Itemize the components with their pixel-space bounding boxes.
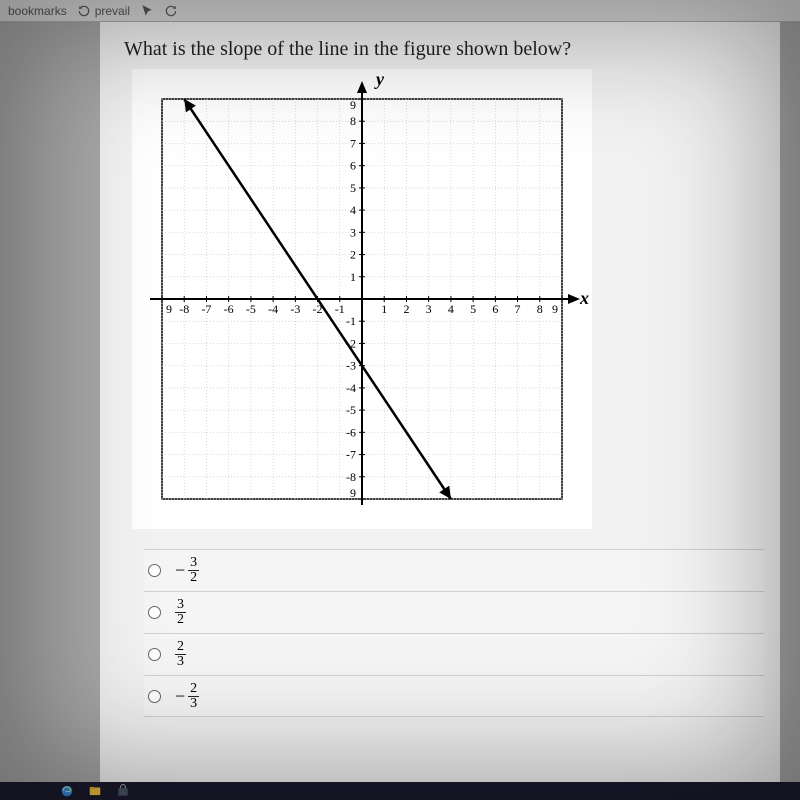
- store-icon[interactable]: [116, 784, 130, 798]
- svg-text:-3: -3: [290, 302, 300, 316]
- radio-button[interactable]: [148, 564, 161, 577]
- browser-top-bar: bookmarks prevail: [0, 0, 800, 22]
- svg-text:2: 2: [403, 302, 409, 316]
- windows-taskbar: [0, 782, 800, 800]
- svg-text:y: y: [374, 69, 385, 89]
- cursor-icon: [140, 4, 154, 18]
- answer-option-0[interactable]: −32: [144, 549, 764, 591]
- fraction-denominator: 2: [175, 613, 186, 627]
- svg-text:4: 4: [350, 203, 356, 217]
- fraction-denominator: 2: [188, 571, 199, 585]
- fraction-denominator: 3: [175, 655, 186, 669]
- back-refresh-icon: [164, 4, 178, 18]
- fraction: 23: [175, 640, 186, 669]
- answer-option-1[interactable]: 32: [144, 591, 764, 633]
- fraction-numerator: 3: [175, 598, 186, 613]
- prevail-label: prevail: [95, 4, 130, 18]
- svg-text:2: 2: [350, 248, 356, 262]
- svg-text:-5: -5: [246, 302, 256, 316]
- refresh-icon: [77, 4, 91, 18]
- svg-text:-7: -7: [346, 448, 356, 462]
- svg-text:-5: -5: [346, 403, 356, 417]
- file-explorer-icon[interactable]: [88, 784, 102, 798]
- svg-text:9: 9: [350, 486, 356, 500]
- svg-text:3: 3: [426, 302, 432, 316]
- svg-text:7: 7: [350, 136, 356, 150]
- svg-text:-1: -1: [335, 302, 345, 316]
- svg-text:9: 9: [350, 98, 356, 112]
- fraction-denominator: 3: [188, 697, 199, 711]
- answer-value: 32: [175, 598, 186, 627]
- svg-text:3: 3: [350, 225, 356, 239]
- svg-text:1: 1: [350, 270, 356, 284]
- bookmarks-link[interactable]: bookmarks: [8, 4, 67, 18]
- negative-sign: −: [175, 560, 185, 581]
- svg-text:1: 1: [381, 302, 387, 316]
- svg-text:5: 5: [470, 302, 476, 316]
- svg-text:-7: -7: [201, 302, 211, 316]
- svg-text:9: 9: [552, 302, 558, 316]
- svg-text:4: 4: [448, 302, 454, 316]
- fraction: 32: [188, 556, 199, 585]
- fraction: 23: [188, 682, 199, 711]
- svg-text:-4: -4: [268, 302, 278, 316]
- bookmarks-label: bookmarks: [8, 4, 67, 18]
- answer-option-2[interactable]: 23: [144, 633, 764, 675]
- svg-text:8: 8: [537, 302, 543, 316]
- svg-text:x: x: [579, 288, 589, 308]
- svg-text:5: 5: [350, 181, 356, 195]
- svg-text:7: 7: [515, 302, 521, 316]
- svg-text:-6: -6: [346, 425, 356, 439]
- fraction-numerator: 2: [175, 640, 186, 655]
- negative-sign: −: [175, 686, 185, 707]
- svg-text:-1: -1: [346, 314, 356, 328]
- answer-value: −32: [175, 556, 199, 585]
- fraction-numerator: 3: [188, 556, 199, 571]
- fraction-numerator: 2: [188, 682, 199, 697]
- svg-text:-4: -4: [346, 381, 356, 395]
- svg-text:-8: -8: [346, 470, 356, 484]
- fraction: 32: [175, 598, 186, 627]
- coordinate-graph: -8-7-6-5-4-3-2-11234567899-8-7-6-5-4-3-2…: [132, 69, 592, 529]
- content-area: What is the slope of the line in the fig…: [100, 22, 780, 782]
- answer-value: −23: [175, 682, 199, 711]
- svg-text:8: 8: [350, 114, 356, 128]
- answer-value: 23: [175, 640, 186, 669]
- radio-button[interactable]: [148, 690, 161, 703]
- edge-icon[interactable]: [60, 784, 74, 798]
- radio-button[interactable]: [148, 606, 161, 619]
- svg-text:6: 6: [492, 302, 498, 316]
- svg-text:6: 6: [350, 159, 356, 173]
- svg-text:-6: -6: [224, 302, 234, 316]
- answer-options: −323223−23: [144, 549, 780, 717]
- svg-text:-8: -8: [179, 302, 189, 316]
- prevail-link[interactable]: prevail: [77, 4, 130, 18]
- answer-option-3[interactable]: −23: [144, 675, 764, 717]
- svg-text:9: 9: [166, 302, 172, 316]
- question-text: What is the slope of the line in the fig…: [124, 38, 780, 61]
- svg-text:-3: -3: [346, 359, 356, 373]
- radio-button[interactable]: [148, 648, 161, 661]
